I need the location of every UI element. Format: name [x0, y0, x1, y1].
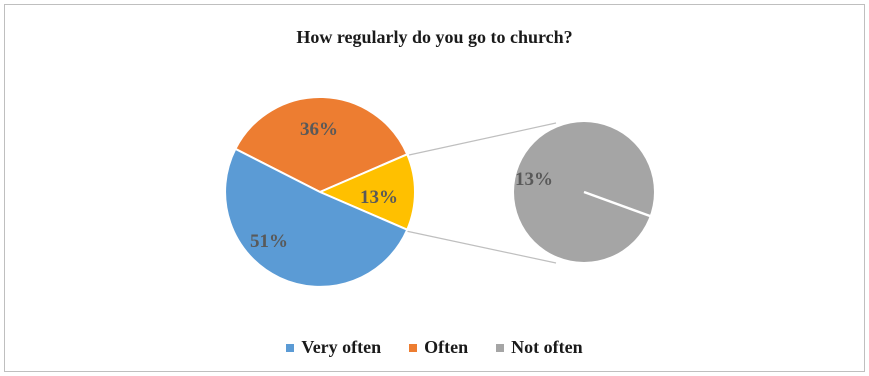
- data-label-secondary-not-often: 13%: [515, 169, 553, 190]
- data-label-not-often: 13%: [360, 187, 398, 208]
- data-label-very-often: 51%: [250, 231, 288, 252]
- chart-frame: [4, 4, 865, 372]
- chart-legend: Very often Often Not often: [0, 337, 869, 358]
- legend-item-often: Often: [409, 337, 468, 358]
- connector-line-bottom: [405, 230, 557, 264]
- legend-swatch-often: [409, 343, 418, 352]
- legend-label-often: Often: [424, 337, 469, 357]
- pie-slice-very-often: [224, 147, 409, 288]
- legend-swatch-not-often: [496, 343, 505, 352]
- secondary-pie-divider: [583, 190, 651, 218]
- chart-title: How regularly do you go to church?: [296, 27, 573, 47]
- connector-line-top: [408, 122, 557, 156]
- legend-item-very-often: Very often: [286, 337, 381, 358]
- pie-slice-often: [234, 95, 409, 194]
- legend-label-very-often: Very often: [301, 337, 382, 357]
- pie-slice-not-often: [317, 152, 417, 232]
- legend-item-not-often: Not often: [496, 337, 583, 358]
- legend-swatch-very-often: [286, 343, 295, 352]
- data-label-often: 36%: [300, 119, 338, 140]
- legend-label-not-often: Not often: [511, 337, 583, 357]
